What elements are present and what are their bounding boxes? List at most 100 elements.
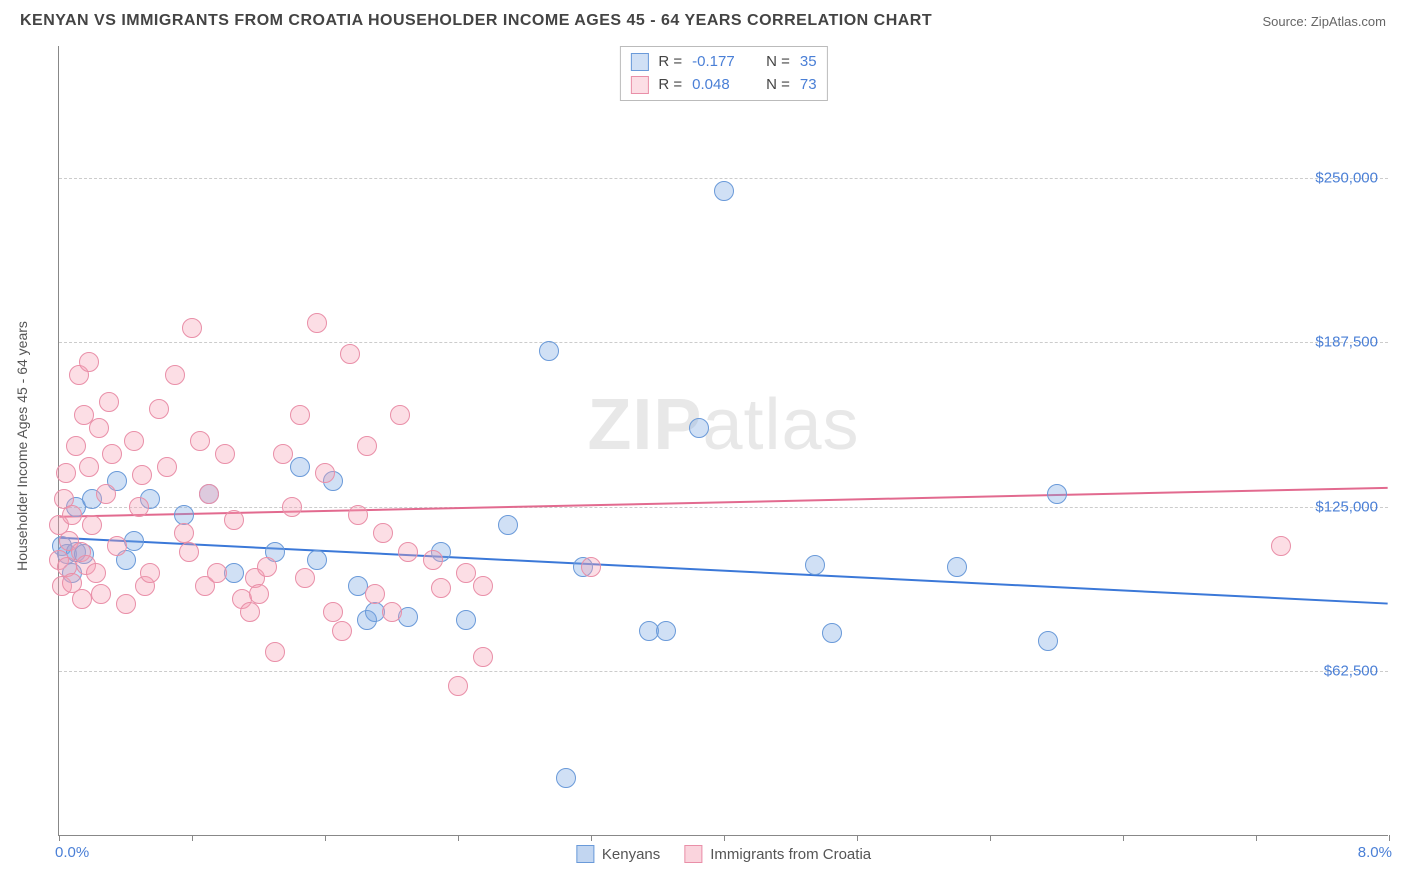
swatch-croatia: [630, 76, 648, 94]
data-point: [62, 505, 82, 525]
data-point: [390, 405, 410, 425]
data-point: [102, 444, 122, 464]
data-point: [498, 515, 518, 535]
data-point: [348, 505, 368, 525]
data-point: [456, 610, 476, 630]
swatch-kenyans-icon: [576, 845, 594, 863]
y-axis-label: Householder Income Ages 45 - 64 years: [14, 321, 30, 571]
data-point: [207, 563, 227, 583]
data-point: [129, 497, 149, 517]
data-point: [656, 621, 676, 641]
trend-lines: [59, 46, 1388, 835]
data-point: [1271, 536, 1291, 556]
data-point: [473, 647, 493, 667]
data-point: [1047, 484, 1067, 504]
data-point: [282, 497, 302, 517]
x-axis-min-label: 0.0%: [55, 844, 89, 861]
data-point: [174, 505, 194, 525]
data-point: [190, 431, 210, 451]
x-tick: [59, 835, 60, 841]
data-point: [1038, 631, 1058, 651]
data-point: [79, 457, 99, 477]
data-point: [556, 768, 576, 788]
data-point: [382, 602, 402, 622]
x-tick: [1389, 835, 1390, 841]
gridline: [59, 671, 1388, 672]
data-point: [448, 676, 468, 696]
data-point: [473, 576, 493, 596]
data-point: [714, 181, 734, 201]
data-point: [79, 352, 99, 372]
data-point: [373, 523, 393, 543]
data-point: [689, 418, 709, 438]
data-point: [124, 431, 144, 451]
data-point: [116, 594, 136, 614]
x-tick: [857, 835, 858, 841]
data-point: [96, 484, 116, 504]
data-point: [157, 457, 177, 477]
data-point: [174, 523, 194, 543]
legend-row-croatia: R = 0.048 N = 73: [630, 74, 816, 97]
x-tick: [1256, 835, 1257, 841]
data-point: [72, 589, 92, 609]
x-tick: [458, 835, 459, 841]
data-point: [224, 510, 244, 530]
data-point: [423, 550, 443, 570]
data-point: [140, 563, 160, 583]
chart-source: Source: ZipAtlas.com: [1262, 14, 1386, 29]
data-point: [947, 557, 967, 577]
data-point: [91, 584, 111, 604]
x-tick: [990, 835, 991, 841]
x-tick: [724, 835, 725, 841]
data-point: [295, 568, 315, 588]
x-tick: [1123, 835, 1124, 841]
data-point: [456, 563, 476, 583]
y-tick-label: $187,500: [1315, 334, 1378, 351]
legend-row-kenyans: R = -0.177 N = 35: [630, 51, 816, 74]
trend-line: [59, 488, 1387, 517]
x-tick: [591, 835, 592, 841]
scatter-plot: ZIPatlas $62,500$125,000$187,500$250,000…: [58, 46, 1388, 836]
y-tick-label: $250,000: [1315, 169, 1378, 186]
data-point: [56, 463, 76, 483]
data-point: [315, 463, 335, 483]
data-point: [199, 484, 219, 504]
data-point: [290, 457, 310, 477]
data-point: [257, 557, 277, 577]
data-point: [265, 642, 285, 662]
x-tick: [325, 835, 326, 841]
data-point: [165, 365, 185, 385]
data-point: [357, 436, 377, 456]
data-point: [240, 602, 260, 622]
data-point: [307, 313, 327, 333]
data-point: [431, 578, 451, 598]
data-point: [332, 621, 352, 641]
x-tick: [192, 835, 193, 841]
x-axis-max-label: 8.0%: [1358, 844, 1392, 861]
data-point: [581, 557, 601, 577]
chart-header: KENYAN VS IMMIGRANTS FROM CROATIA HOUSEH…: [0, 0, 1406, 36]
data-point: [132, 465, 152, 485]
correlation-legend: R = -0.177 N = 35 R = 0.048 N = 73: [619, 46, 827, 101]
data-point: [86, 563, 106, 583]
data-point: [323, 602, 343, 622]
legend-item-kenyans: Kenyans: [576, 845, 660, 863]
chart-title: KENYAN VS IMMIGRANTS FROM CROATIA HOUSEH…: [20, 12, 932, 30]
y-tick-label: $62,500: [1324, 663, 1378, 680]
legend-item-croatia: Immigrants from Croatia: [684, 845, 871, 863]
data-point: [805, 555, 825, 575]
watermark: ZIPatlas: [587, 384, 859, 466]
data-point: [66, 436, 86, 456]
swatch-kenyans: [630, 53, 648, 71]
data-point: [179, 542, 199, 562]
data-point: [82, 515, 102, 535]
data-point: [822, 623, 842, 643]
data-point: [89, 418, 109, 438]
data-point: [107, 536, 127, 556]
gridline: [59, 178, 1388, 179]
data-point: [273, 444, 293, 464]
data-point: [539, 341, 559, 361]
data-point: [398, 542, 418, 562]
series-legend: Kenyans Immigrants from Croatia: [576, 845, 871, 863]
data-point: [149, 399, 169, 419]
